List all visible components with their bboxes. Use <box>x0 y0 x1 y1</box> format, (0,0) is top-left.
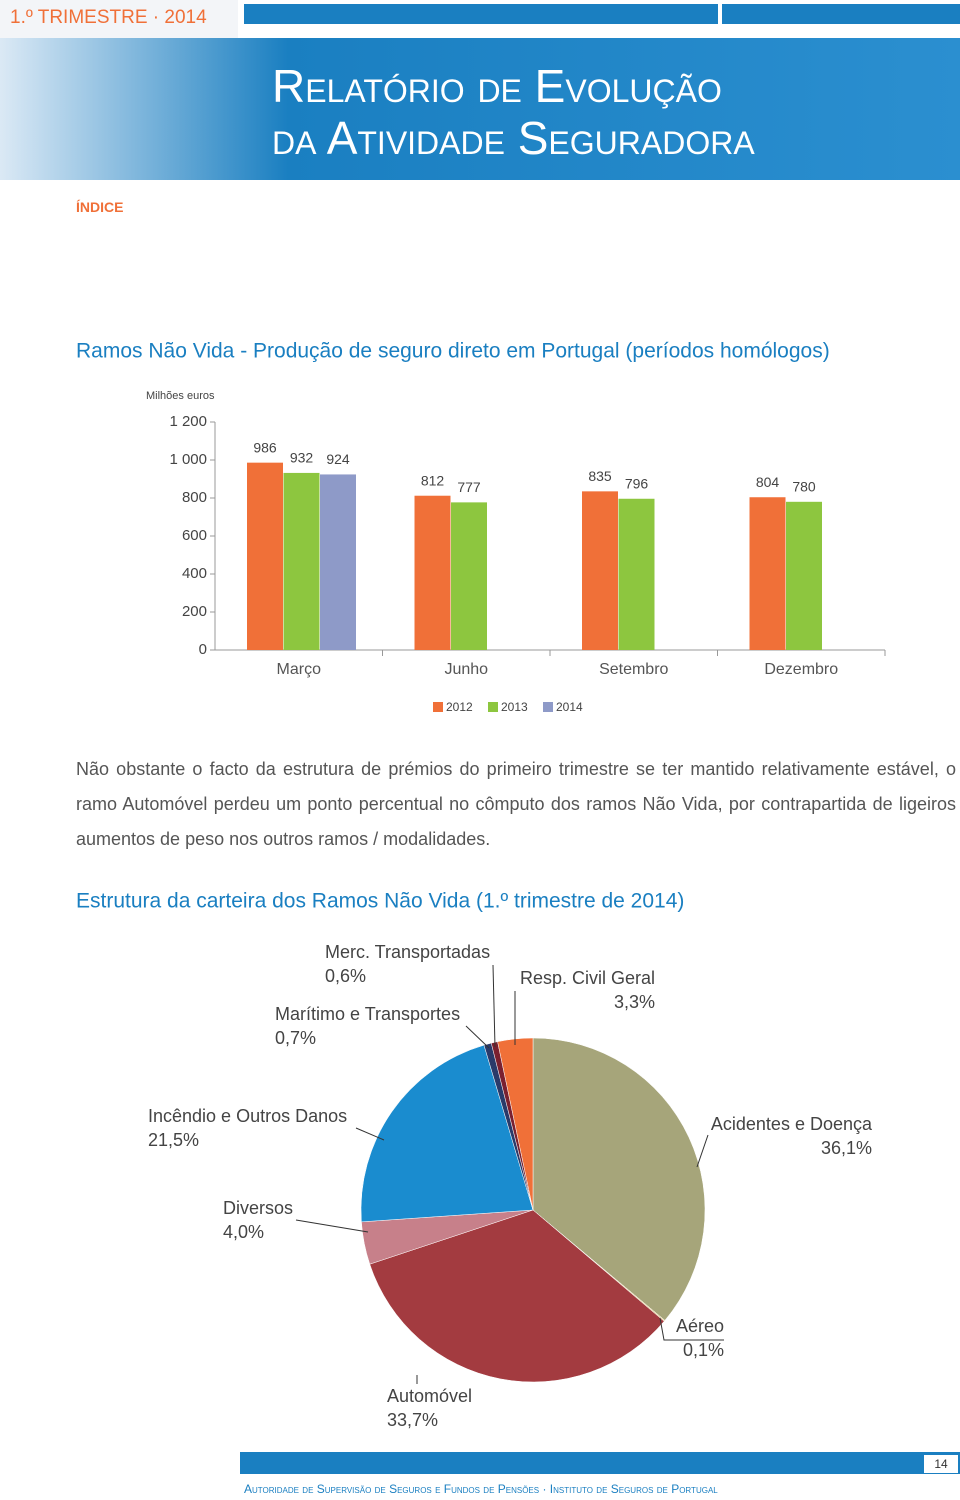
y-tick-label: 1 200 <box>169 413 207 430</box>
bar <box>247 462 283 650</box>
bar <box>749 497 786 650</box>
x-tick-label: Dezembro <box>764 661 838 678</box>
slice-label: Acidentes e Doença <box>711 1114 873 1134</box>
page-number: 14 <box>924 1455 958 1473</box>
y-axis-label: Milhões euros <box>146 390 215 402</box>
slice-label: Diversos <box>223 1198 293 1218</box>
value-label: 777 <box>457 479 481 495</box>
footer-band <box>240 1452 960 1474</box>
leader-line <box>492 964 496 1048</box>
legend-label: 2014 <box>556 700 583 714</box>
slice-value: 21,5% <box>148 1130 199 1150</box>
value-label: 932 <box>290 450 314 466</box>
slice-value: 0,7% <box>275 1028 316 1048</box>
leader-line <box>696 1134 709 1168</box>
slice-value: 0,6% <box>325 966 366 986</box>
tag: 1.º TRIMESTRE · 2014 <box>10 7 207 28</box>
title-line: Relatório de Evolução <box>272 60 722 112</box>
value-label: 804 <box>756 474 780 490</box>
title: Relatório de Evolução da Atividade Segura… <box>272 60 755 164</box>
y-tick-label: 800 <box>182 489 207 506</box>
x-tick-label: Março <box>277 661 322 678</box>
legend-swatch <box>543 702 553 712</box>
slice-label: Incêndio e Outros Danos <box>148 1106 347 1126</box>
index-link[interactable]: ÍNDICE <box>76 199 124 215</box>
slice-label: Automóvel <box>387 1386 472 1406</box>
bar-deco <box>244 4 718 24</box>
leader-line <box>355 1127 385 1141</box>
header-band <box>0 38 960 180</box>
y-tick-label: 1 000 <box>169 451 207 468</box>
bar-deco <box>722 4 960 24</box>
legend-label: 2012 <box>446 700 473 714</box>
value-label: 780 <box>792 479 816 495</box>
bar <box>451 502 487 650</box>
slice-value: 3,3% <box>614 992 655 1012</box>
chart-title: Estrutura da carteira dos Ramos Não Vida… <box>76 890 684 913</box>
slice-value: 33,7% <box>387 1410 438 1430</box>
pie-slice <box>369 1209 665 1383</box>
slice-label: Marítimo e Transportes <box>275 1004 460 1024</box>
value-label: 812 <box>421 472 445 488</box>
value-label: 924 <box>326 451 350 467</box>
y-tick-label: 0 <box>199 641 207 658</box>
bar <box>618 498 655 650</box>
slice-label: Merc. Transportadas <box>325 942 490 962</box>
y-tick-label: 200 <box>182 603 207 620</box>
y-tick-label: 400 <box>182 565 207 582</box>
legend-swatch <box>488 702 498 712</box>
x-tick-label: Junho <box>444 661 488 678</box>
slice-value: 4,0% <box>223 1222 264 1242</box>
pie-slice <box>532 1037 706 1321</box>
pie-slice <box>360 1044 534 1223</box>
legend-label: 2013 <box>501 700 528 714</box>
legend-swatch <box>433 702 443 712</box>
bar <box>283 472 320 650</box>
value-label: 986 <box>253 439 277 455</box>
leader-line <box>659 1317 724 1341</box>
slice-value: 0,1% <box>683 1340 724 1360</box>
x-tick-label: Setembro <box>599 661 668 678</box>
leader-line <box>465 1025 490 1049</box>
leader-line <box>295 1219 369 1233</box>
bar <box>414 495 451 650</box>
tag-box <box>0 0 238 38</box>
paragraph: Não obstante o facto da estrutura de pré… <box>76 759 956 849</box>
slice-value: 36,1% <box>821 1138 872 1158</box>
chart-title: Ramos Não Vida - Produção de seguro dire… <box>76 340 830 363</box>
bar <box>320 474 356 650</box>
title-line: da Atividade Seguradora <box>272 112 755 164</box>
footer-text: Autoridade de Supervisão de Seguros e Fu… <box>244 1482 718 1496</box>
y-tick-label: 600 <box>182 527 207 544</box>
slice-label: Aéreo <box>676 1316 724 1336</box>
value-label: 796 <box>625 475 649 491</box>
slice-label: Resp. Civil Geral <box>520 968 655 988</box>
value-label: 835 <box>588 468 612 484</box>
bar <box>786 501 822 650</box>
bar <box>582 491 618 650</box>
